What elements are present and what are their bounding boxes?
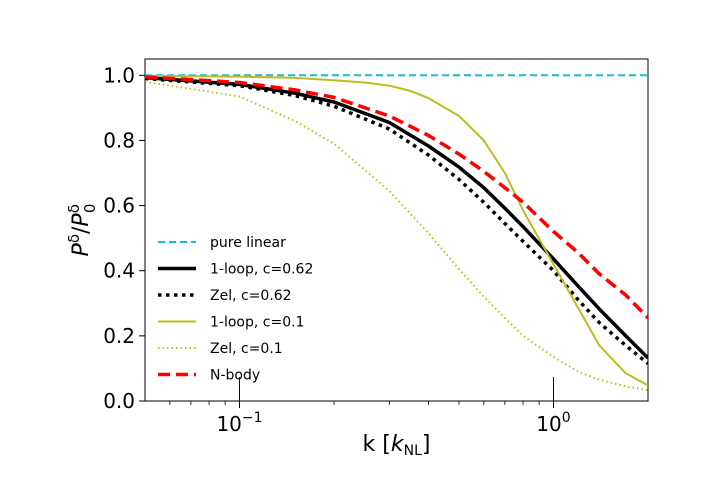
legend-label: N-body	[210, 368, 260, 384]
x-axis-label: k [kNL]	[363, 432, 431, 459]
x-tick-label: 100	[536, 410, 570, 436]
legend-label: 1-loop, c=0.62	[210, 262, 313, 278]
y-tick-label: 0.4	[103, 259, 135, 283]
y-axis-label: Pδ/Pδ0	[65, 204, 99, 257]
legend-label: pure linear	[210, 235, 286, 251]
y-tick-label: 1.0	[103, 63, 135, 87]
x-tick-label: 10−1	[216, 410, 262, 436]
y-tick-label: 0.0	[103, 389, 135, 413]
labels-layer: k [kNL] Pδ/Pδ0	[65, 204, 430, 459]
series-layer	[145, 74, 648, 392]
legend-item-1-loop-c-0-1: 1-loop, c=0.1	[158, 315, 304, 331]
series-zel-c-0-1	[145, 80, 648, 392]
legend-label: Zel, c=0.1	[210, 341, 283, 357]
legend-label: Zel, c=0.62	[210, 288, 292, 304]
series-n-body	[145, 75, 648, 320]
series-zel-c-0-62	[145, 76, 648, 365]
y-tick-label: 0.6	[103, 194, 135, 218]
legend-item-n-body: N-body	[158, 368, 260, 384]
axes-frame	[144, 58, 649, 402]
ticks-layer: 0.0 0.2 0.4 0.6 0.8 1.0 10−1 100	[103, 63, 570, 436]
legend-item-1-loop-c-0-62: 1-loop, c=0.62	[158, 262, 313, 278]
series-1-loop-c-0-1	[145, 74, 648, 387]
legend-item-zel-c-0-1: Zel, c=0.1	[158, 341, 283, 357]
y-tick-label: 0.8	[103, 128, 135, 152]
series-1-loop-c-0-62	[145, 75, 648, 360]
legend-item-zel-c-0-62: Zel, c=0.62	[158, 288, 292, 304]
y-tick-label: 0.2	[103, 324, 135, 348]
legend: pure linear 1-loop, c=0.62 Zel, c=0.62 1-lo…	[158, 235, 313, 384]
legend-item-pure-linear: pure linear	[158, 235, 286, 251]
plot-area: 0.0 0.2 0.4 0.6 0.8 1.0 10−1 100	[103, 58, 649, 436]
legend-label: 1-loop, c=0.1	[210, 315, 304, 331]
